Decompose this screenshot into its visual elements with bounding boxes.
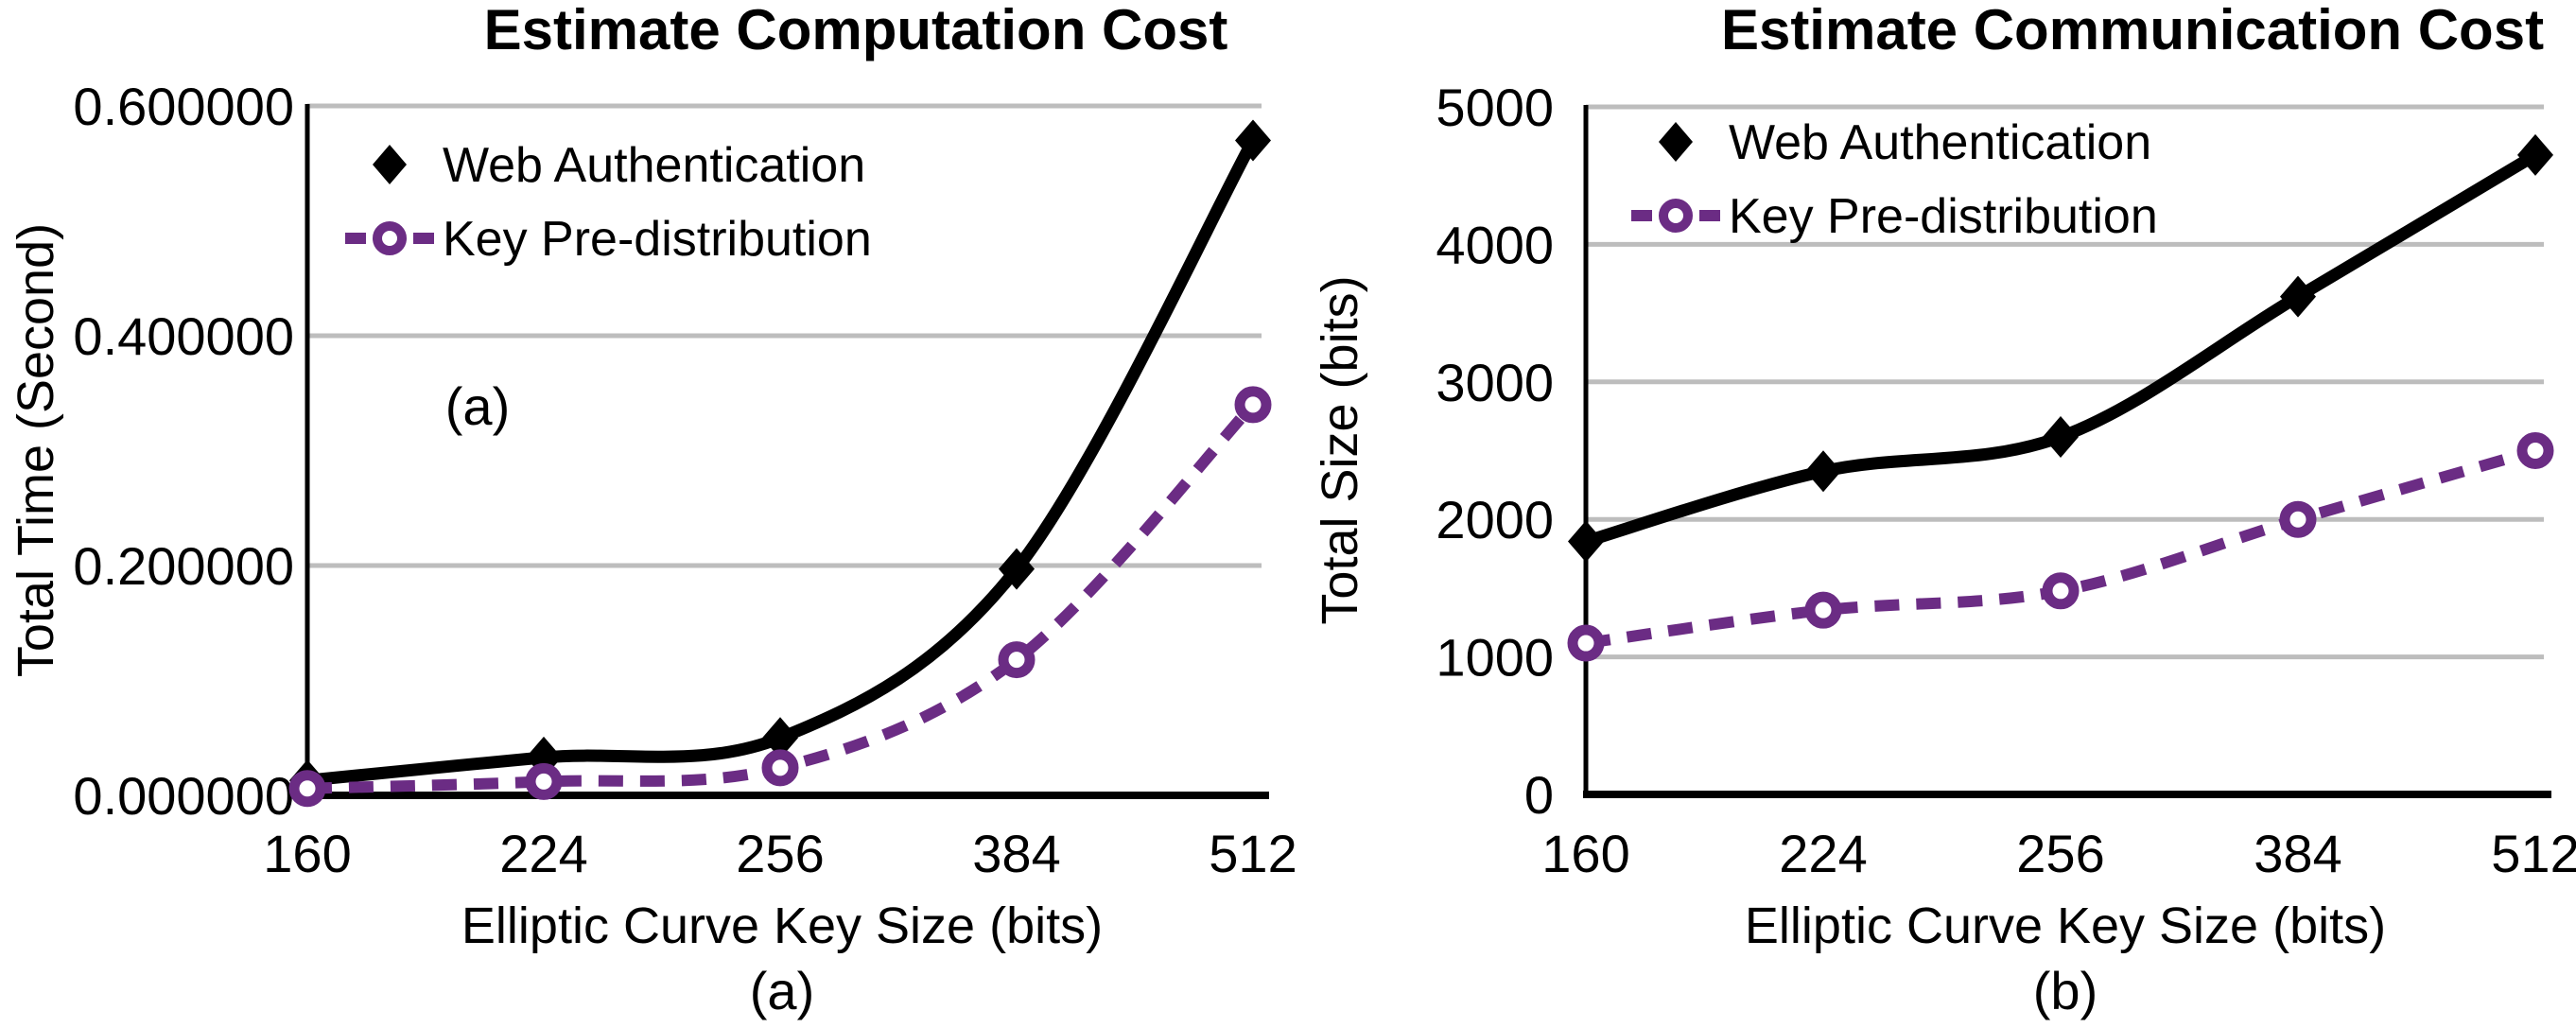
x-tick-label: 224 — [1779, 824, 1867, 883]
legend-dash — [1631, 210, 1652, 221]
open-circle-marker — [525, 762, 563, 800]
legend-diamond-marker — [373, 145, 407, 184]
x-axis-title: Elliptic Curve Key Size (bits) — [461, 897, 1104, 954]
panel-caption: (b) — [2032, 961, 2098, 1020]
y-tick-label: 1000 — [1436, 628, 1554, 688]
diamond-marker — [2517, 133, 2553, 176]
x-tick-label: 160 — [263, 824, 351, 883]
y-axis-title: Total Size (bits) — [1312, 275, 1368, 625]
open-circle-marker — [761, 749, 799, 787]
x-tick-label: 512 — [1209, 824, 1297, 883]
legend-open-circle-marker — [1659, 199, 1693, 233]
series-line-web-authentication — [306, 137, 1259, 787]
communication-cost-panel: 0 1000 2000 3000 4000 5000 160 224 256 384 512 Web … — [1288, 0, 2576, 1028]
legend-dash — [345, 233, 366, 244]
x-tick-label: 224 — [499, 824, 587, 883]
y-tick-label: 2000 — [1436, 490, 1554, 549]
diamond-marker — [1568, 520, 1604, 563]
legend-label: Web Authentication — [443, 138, 865, 193]
diamond-marker — [1805, 450, 1841, 493]
legend-label: Key Pre-distribution — [443, 212, 872, 267]
y-tick-label: 0.600000 — [73, 77, 294, 136]
inner-panel-label: (a) — [444, 376, 511, 436]
y-tick-label: 0.200000 — [73, 536, 294, 596]
open-circle-marker — [2042, 572, 2080, 610]
open-circle-marker — [1234, 386, 1272, 424]
legend-dash — [413, 233, 434, 244]
open-circle-marker — [288, 770, 326, 808]
panel-caption: (a) — [749, 961, 815, 1020]
y-tick-label: 0.000000 — [73, 766, 294, 826]
computation-cost-plot: 0.000000 0.200000 0.400000 0.600000 160 224 25… — [73, 77, 1297, 883]
x-tick-label: 160 — [1541, 824, 1629, 883]
x-tick-label: 384 — [2254, 824, 2341, 883]
y-tick-label: 3000 — [1436, 353, 1554, 412]
x-axis-title: Elliptic Curve Key Size (bits) — [1744, 897, 2387, 954]
legend-diamond-marker — [1659, 122, 1693, 162]
x-tick-label: 256 — [2016, 824, 2104, 883]
x-tick-label: 384 — [972, 824, 1060, 883]
y-tick-label: 4000 — [1436, 215, 1554, 274]
legend-dash — [1699, 210, 1720, 221]
chart-title: Estimate Communication Cost — [1720, 0, 2545, 61]
diamond-marker — [2043, 415, 2079, 458]
legend-open-circle-marker — [373, 221, 407, 255]
communication-cost-plot: 0 1000 2000 3000 4000 5000 160 224 256 384 512 Web … — [1436, 78, 2576, 883]
diamond-marker — [999, 548, 1035, 590]
x-tick-label: 512 — [2491, 824, 2576, 883]
open-circle-marker — [1804, 591, 1842, 629]
diamond-marker — [1235, 119, 1271, 162]
diamond-marker — [2280, 275, 2316, 318]
y-tick-label: 5000 — [1436, 78, 1554, 137]
diamond-marker — [762, 717, 798, 759]
series-line-key-pre-distribution — [306, 400, 1258, 794]
series-line-key-pre-distribution — [1585, 444, 2537, 650]
y-axis-title: Total Time (Second) — [8, 222, 64, 678]
open-circle-marker — [2279, 500, 2317, 538]
open-circle-marker — [998, 641, 1036, 679]
y-tick-label: 0.400000 — [73, 306, 294, 366]
legend-label: Key Pre-distribution — [1729, 189, 2158, 244]
computation-cost-panel: 0.000000 0.200000 0.400000 0.600000 160 224 25… — [8, 0, 1297, 1020]
y-tick-label: 0 — [1524, 765, 1554, 825]
legend-label: Web Authentication — [1729, 115, 2151, 170]
open-circle-marker — [1567, 624, 1605, 662]
chart-title: Estimate Computation Cost — [483, 0, 1228, 61]
open-circle-marker — [2516, 432, 2554, 469]
x-tick-label: 256 — [736, 824, 824, 883]
